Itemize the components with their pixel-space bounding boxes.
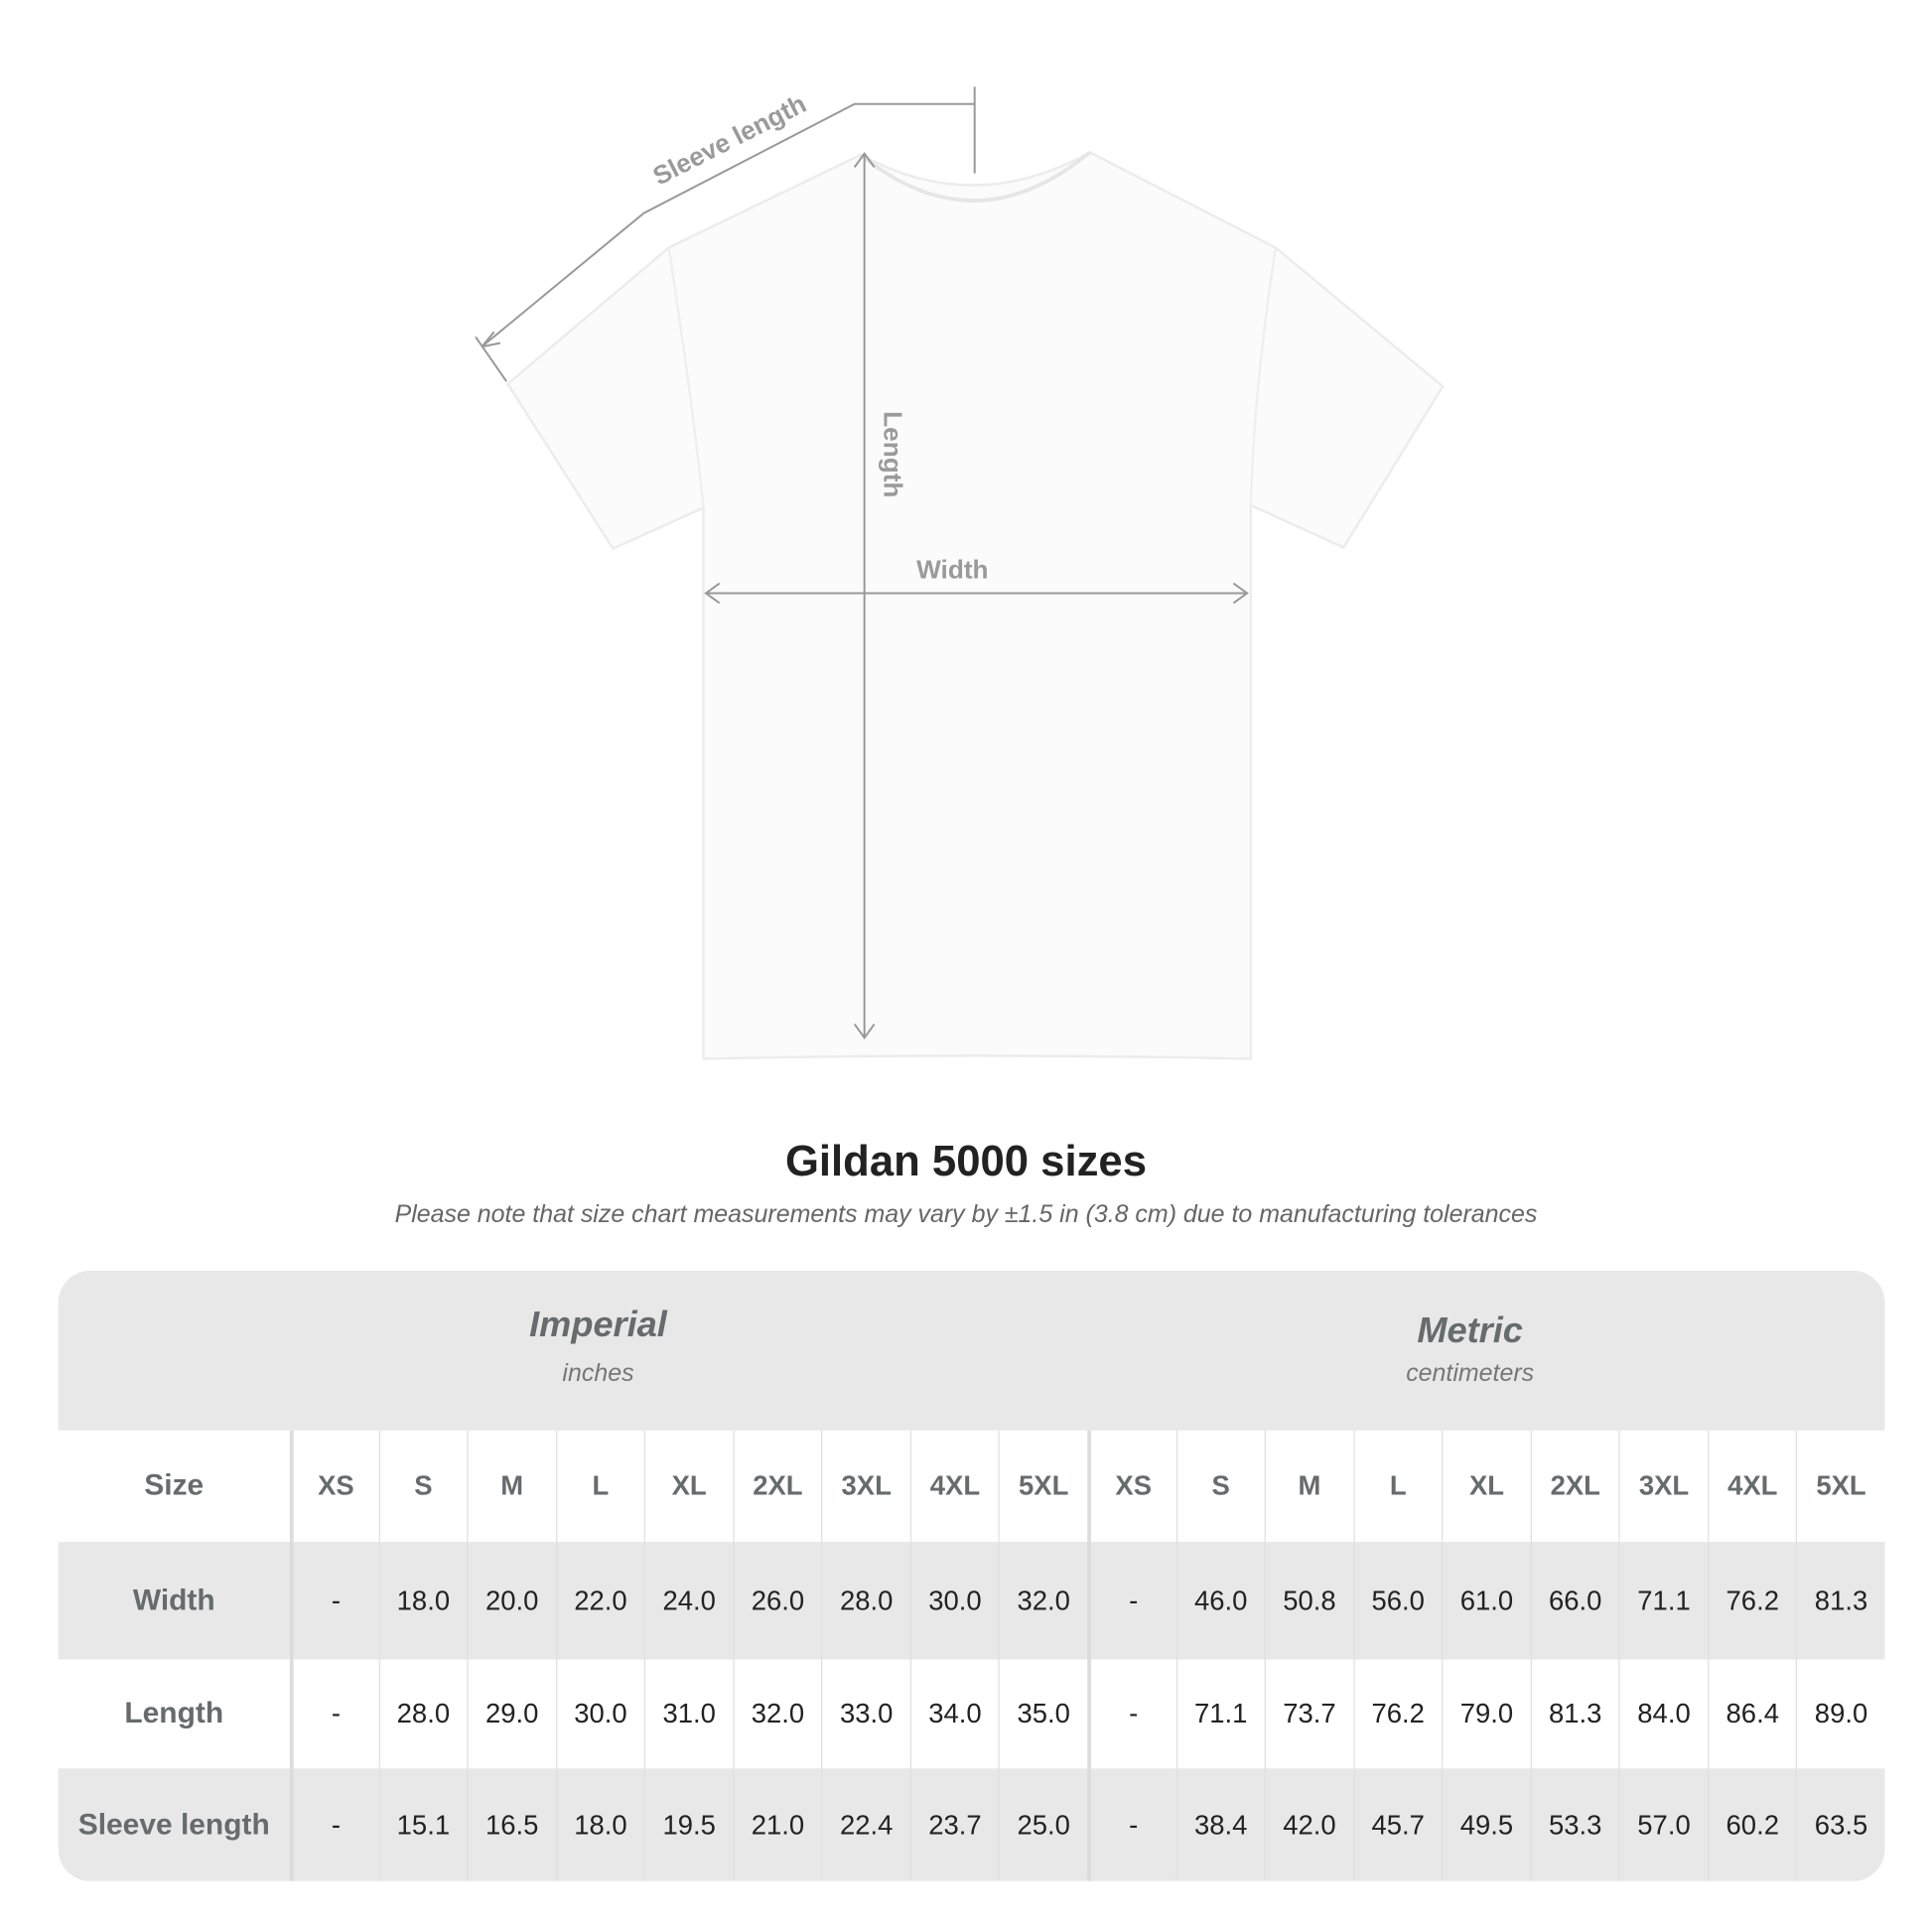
- imperial-size-header-s: S: [378, 1430, 467, 1543]
- metric-size-header-s: S: [1175, 1430, 1264, 1543]
- chart-title: Gildan 5000 sizes: [784, 1137, 1147, 1185]
- width-measure-line: [704, 582, 1249, 605]
- imperial-size-header-2xl: 2XL: [733, 1430, 821, 1543]
- table-cell: 71.1: [1618, 1542, 1708, 1660]
- table-cell: 86.4: [1708, 1659, 1796, 1769]
- row-label-length: Length: [124, 1696, 224, 1730]
- table-cell: 22.0: [555, 1542, 644, 1660]
- table-cell: 73.7: [1264, 1659, 1353, 1769]
- table-cell: 19.5: [643, 1768, 733, 1881]
- sleeve-arrowhead-icon: [481, 331, 501, 348]
- table-cell: 84.0: [1618, 1659, 1708, 1769]
- table-cell: 25.0: [998, 1768, 1087, 1881]
- unit-header-band: [58, 1270, 1885, 1431]
- table-cell: 49.5: [1442, 1768, 1530, 1881]
- table-cell: -: [289, 1768, 378, 1881]
- table-cell: -: [1087, 1659, 1175, 1769]
- metric-size-header-2xl: 2XL: [1530, 1430, 1618, 1543]
- table-cell: 57.0: [1618, 1768, 1708, 1881]
- table-cell: 45.7: [1352, 1768, 1442, 1881]
- table-cell: 30.0: [909, 1542, 999, 1660]
- table-cell: 16.5: [467, 1768, 555, 1881]
- imperial-size-header-l: L: [555, 1430, 644, 1543]
- table-cell: 20.0: [467, 1542, 555, 1660]
- table-cell: 53.3: [1530, 1768, 1618, 1881]
- table-cell: 66.0: [1530, 1542, 1618, 1660]
- length-label: Length: [879, 411, 908, 497]
- tshirt-shape: [505, 151, 1445, 1060]
- table-cell: 61.0: [1442, 1542, 1530, 1660]
- table-cell: 38.4: [1175, 1768, 1264, 1881]
- metric-size-header-xl: XL: [1442, 1430, 1530, 1543]
- table-cell: 22.4: [821, 1768, 909, 1881]
- imperial-size-header-xs: XS: [289, 1430, 378, 1543]
- table-cell: 89.0: [1796, 1659, 1884, 1769]
- table-cell: 46.0: [1175, 1542, 1264, 1660]
- table-cell: 18.0: [555, 1768, 644, 1881]
- table-cell: 81.3: [1796, 1542, 1884, 1660]
- imperial-size-header-4xl: 4XL: [909, 1430, 999, 1543]
- table-cell: 23.7: [909, 1768, 999, 1881]
- table-cell: 50.8: [1264, 1542, 1353, 1660]
- imperial-unit: inches: [562, 1359, 634, 1388]
- length-measure-line: [853, 151, 876, 1040]
- table-cell: 30.0: [555, 1659, 644, 1769]
- metric-size-header-3xl: 3XL: [1618, 1430, 1708, 1543]
- row-band-sleeve: [58, 1768, 1885, 1881]
- metric-size-header-m: M: [1264, 1430, 1353, 1543]
- table-cell: 18.0: [378, 1542, 467, 1660]
- table-cell: 79.0: [1442, 1659, 1530, 1769]
- table-cell: 28.0: [378, 1659, 467, 1769]
- tshirt-collar: [859, 150, 1091, 203]
- width-label: Width: [916, 555, 988, 585]
- imperial-size-header-3xl: 3XL: [821, 1430, 909, 1543]
- table-cell: 29.0: [467, 1659, 555, 1769]
- measure-lines: [475, 86, 1249, 1040]
- table-cell: 63.5: [1796, 1768, 1884, 1881]
- metric-size-header-5xl: 5XL: [1796, 1430, 1884, 1543]
- tshirt-seams: [667, 247, 1278, 508]
- table-cell: 56.0: [1352, 1542, 1442, 1660]
- table-cell: 32.0: [733, 1659, 821, 1769]
- table-cell: -: [1087, 1542, 1175, 1660]
- table-cell: 24.0: [643, 1542, 733, 1660]
- table-cell: 35.0: [998, 1659, 1087, 1769]
- imperial-size-header-m: M: [467, 1430, 555, 1543]
- row-label-width: Width: [132, 1583, 215, 1617]
- table-cell: 28.0: [821, 1542, 909, 1660]
- size-table: Imperial inches Metric centimeters Size X…: [58, 1270, 1885, 1881]
- table-cell: 34.0: [909, 1659, 999, 1769]
- table-cell: 60.2: [1708, 1768, 1796, 1881]
- table-cell: 42.0: [1264, 1768, 1353, 1881]
- size-header: Size: [144, 1468, 205, 1503]
- table-cell: 76.2: [1352, 1659, 1442, 1769]
- table-cell: 21.0: [733, 1768, 821, 1881]
- imperial-size-header-5xl: 5XL: [998, 1430, 1087, 1543]
- tshirt-diagram: Sleeve length Length Width: [475, 86, 1445, 1060]
- table-cell: -: [289, 1659, 378, 1769]
- table-cell: -: [1087, 1768, 1175, 1881]
- table-cell: 32.0: [998, 1542, 1087, 1660]
- table-cell: 71.1: [1175, 1659, 1264, 1769]
- table-cell: 76.2: [1708, 1542, 1796, 1660]
- row-label-sleeve-length: Sleeve length: [77, 1807, 270, 1842]
- metric-size-header-xs: XS: [1087, 1430, 1175, 1543]
- metric-unit: centimeters: [1406, 1359, 1535, 1388]
- table-cell: 81.3: [1530, 1659, 1618, 1769]
- metric-size-header-l: L: [1352, 1430, 1442, 1543]
- metric-size-header-4xl: 4XL: [1708, 1430, 1796, 1543]
- table-cell: 26.0: [733, 1542, 821, 1660]
- metric-title: Metric: [1417, 1311, 1523, 1351]
- table-cell: 15.1: [378, 1768, 467, 1881]
- table-cell: -: [289, 1542, 378, 1660]
- table-cell: 33.0: [821, 1659, 909, 1769]
- tolerance-note: Please note that size chart measurements…: [394, 1200, 1538, 1229]
- table-cell: 31.0: [643, 1659, 733, 1769]
- imperial-size-header-xl: XL: [643, 1430, 733, 1543]
- row-band-width: [58, 1542, 1885, 1660]
- sleeve-measure-line: [475, 86, 976, 382]
- imperial-title: Imperial: [529, 1305, 667, 1345]
